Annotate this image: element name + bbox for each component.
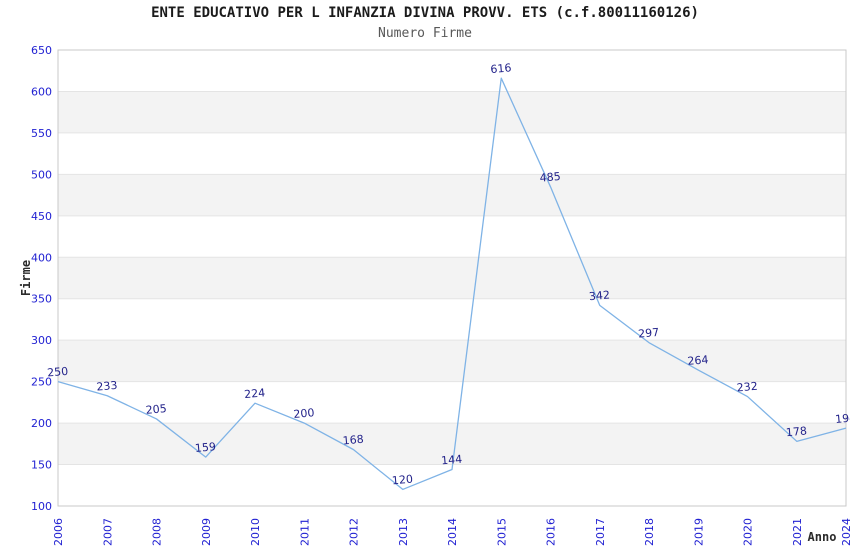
x-tick-label: 2015 xyxy=(495,518,508,546)
grid-band xyxy=(58,257,846,299)
x-tick-label: 2014 xyxy=(446,518,459,546)
point-label: 224 xyxy=(244,386,266,401)
y-tick-label: 450 xyxy=(31,210,52,223)
plot-border xyxy=(57,49,847,507)
x-tick-label: 2017 xyxy=(594,518,607,546)
y-tick-label: 550 xyxy=(31,127,52,140)
point-label: 232 xyxy=(736,380,758,395)
y-tick-label: 400 xyxy=(31,251,52,264)
y-tick-label: 100 xyxy=(31,500,52,513)
grid-band xyxy=(58,340,846,382)
x-tick-label: 2010 xyxy=(249,518,262,546)
chart-title: ENTE EDUCATIVO PER L INFANZIA DIVINA PRO… xyxy=(151,5,699,21)
grid-band xyxy=(58,174,846,216)
point-label: 616 xyxy=(490,61,512,76)
point-label: 144 xyxy=(441,453,463,468)
x-tick-label: 2012 xyxy=(348,518,361,546)
point-label: 200 xyxy=(293,406,315,421)
point-label: 194 xyxy=(835,411,850,426)
x-tick-label: 2021 xyxy=(791,518,804,546)
y-axis-title: Firme xyxy=(19,260,33,296)
y-tick-label: 350 xyxy=(31,293,52,306)
x-tick-label: 2020 xyxy=(742,518,755,546)
y-tick-label: 500 xyxy=(31,168,52,181)
point-label: 264 xyxy=(687,353,709,368)
x-tick-label: 2007 xyxy=(101,518,114,546)
point-label: 168 xyxy=(342,433,364,448)
point-label: 233 xyxy=(96,379,118,394)
x-tick-label: 2006 xyxy=(52,518,65,546)
x-tick-label: 2013 xyxy=(397,518,410,546)
point-label: 250 xyxy=(47,365,69,380)
x-tick-label: 2009 xyxy=(200,518,213,546)
data-line xyxy=(57,77,847,491)
y-tick-label: 150 xyxy=(31,459,52,472)
grid-band xyxy=(58,91,846,133)
point-label: 485 xyxy=(539,170,561,185)
x-axis-title: Anno xyxy=(808,530,837,544)
x-tick-label: 2019 xyxy=(692,518,705,546)
y-tick-label: 300 xyxy=(31,334,52,347)
y-tick-label: 600 xyxy=(31,85,52,98)
x-tick-label: 2016 xyxy=(545,518,558,546)
y-tick-label: 250 xyxy=(31,376,52,389)
point-label: 342 xyxy=(588,288,610,303)
y-tick-label: 650 xyxy=(31,44,52,57)
x-tick-label: 2024 xyxy=(840,518,850,546)
point-label: 120 xyxy=(391,473,413,488)
y-tick-label: 200 xyxy=(31,417,52,430)
point-label: 178 xyxy=(785,424,807,439)
x-tick-label: 2008 xyxy=(151,518,164,546)
point-label: 297 xyxy=(638,326,660,341)
x-tick-label: 2011 xyxy=(298,518,311,546)
x-tick-label: 2018 xyxy=(643,518,656,546)
point-label: 159 xyxy=(194,440,216,455)
point-label: 205 xyxy=(145,402,167,417)
chart-subtitle: Numero Firme xyxy=(378,26,472,41)
